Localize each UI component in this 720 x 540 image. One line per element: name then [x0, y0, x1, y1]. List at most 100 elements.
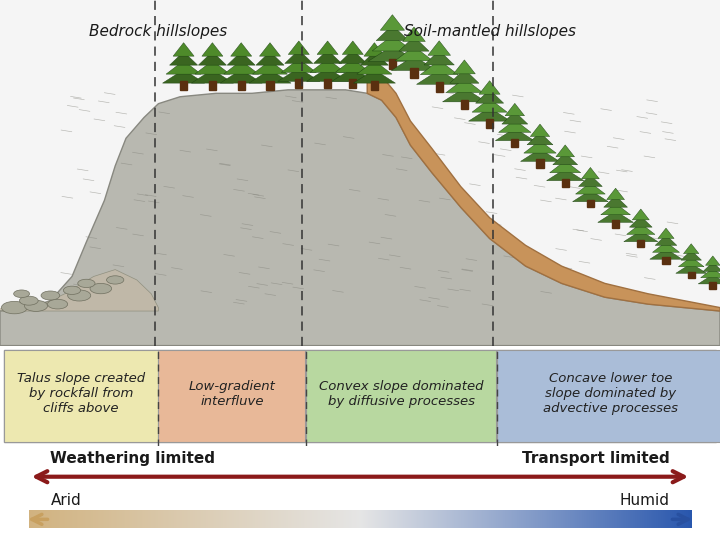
Bar	[612, 220, 619, 228]
Polygon shape	[575, 183, 606, 194]
Polygon shape	[332, 68, 374, 82]
Polygon shape	[170, 52, 197, 65]
Bar	[536, 159, 544, 167]
Polygon shape	[368, 46, 417, 62]
Polygon shape	[380, 15, 405, 30]
Polygon shape	[282, 59, 316, 72]
Bar	[637, 240, 644, 247]
Polygon shape	[317, 41, 338, 55]
Polygon shape	[572, 190, 608, 201]
Polygon shape	[288, 41, 310, 55]
Text: Transport limited: Transport limited	[522, 451, 670, 466]
Polygon shape	[505, 103, 524, 116]
Polygon shape	[202, 43, 223, 56]
Polygon shape	[650, 249, 683, 259]
Polygon shape	[195, 60, 230, 74]
Polygon shape	[472, 99, 507, 112]
Bar	[497, 349, 720, 442]
Bar	[709, 282, 716, 288]
Circle shape	[68, 290, 91, 301]
Bar	[461, 99, 468, 109]
Polygon shape	[681, 251, 701, 260]
Polygon shape	[230, 43, 252, 56]
Text: Bedrock hillslopes: Bedrock hillslopes	[89, 24, 228, 38]
Polygon shape	[521, 149, 559, 161]
Bar	[562, 179, 569, 187]
Polygon shape	[502, 112, 528, 124]
Polygon shape	[600, 204, 631, 215]
Polygon shape	[469, 107, 510, 121]
Polygon shape	[629, 216, 652, 227]
Polygon shape	[626, 224, 655, 234]
Polygon shape	[0, 269, 158, 311]
Polygon shape	[364, 43, 385, 56]
Polygon shape	[424, 50, 454, 65]
Bar	[349, 79, 356, 88]
Polygon shape	[354, 70, 395, 83]
Circle shape	[24, 300, 48, 312]
Polygon shape	[450, 69, 479, 83]
Polygon shape	[228, 52, 256, 65]
Polygon shape	[395, 46, 433, 61]
Polygon shape	[372, 36, 413, 51]
Bar	[324, 79, 331, 88]
Polygon shape	[163, 70, 204, 83]
Polygon shape	[524, 140, 556, 153]
Bar	[295, 79, 302, 88]
Polygon shape	[701, 268, 720, 278]
Circle shape	[19, 296, 38, 305]
Polygon shape	[428, 41, 451, 55]
Polygon shape	[632, 209, 649, 220]
Polygon shape	[249, 70, 291, 83]
Text: Convex slope dominated
by diffusive processes: Convex slope dominated by diffusive proc…	[319, 380, 484, 408]
Polygon shape	[166, 60, 201, 74]
Polygon shape	[531, 124, 550, 137]
Bar	[180, 81, 187, 90]
Polygon shape	[198, 52, 226, 65]
Polygon shape	[598, 211, 634, 222]
Bar	[486, 119, 493, 128]
Polygon shape	[683, 244, 699, 254]
Polygon shape	[392, 56, 436, 71]
Bar	[306, 349, 496, 442]
Polygon shape	[342, 41, 364, 55]
Polygon shape	[192, 70, 233, 83]
Polygon shape	[652, 242, 680, 252]
Circle shape	[14, 290, 30, 298]
Bar	[511, 139, 518, 147]
Polygon shape	[314, 50, 342, 63]
Text: Weathering limited: Weathering limited	[50, 451, 215, 466]
Polygon shape	[556, 145, 575, 157]
Bar	[662, 258, 670, 265]
Polygon shape	[278, 68, 320, 82]
Polygon shape	[706, 256, 720, 265]
Polygon shape	[698, 274, 720, 284]
Bar	[389, 59, 396, 69]
Bar	[410, 68, 418, 78]
Polygon shape	[527, 132, 553, 145]
Polygon shape	[399, 37, 429, 51]
Text: Concave lower toe
slope dominated by
advective processes: Concave lower toe slope dominated by adv…	[543, 372, 678, 415]
Polygon shape	[678, 257, 704, 267]
Bar	[436, 82, 443, 92]
Text: Low-gradient
interfluve: Low-gradient interfluve	[189, 380, 276, 408]
Polygon shape	[256, 52, 284, 65]
Polygon shape	[367, 69, 720, 311]
Polygon shape	[259, 43, 281, 56]
Polygon shape	[495, 128, 534, 140]
Circle shape	[1, 301, 27, 314]
Polygon shape	[420, 60, 458, 75]
Polygon shape	[479, 80, 500, 94]
Polygon shape	[285, 50, 312, 63]
Text: Humid: Humid	[620, 492, 670, 508]
Text: Talus slope created
by rockfall from
cliffs above: Talus slope created by rockfall from cli…	[17, 372, 145, 415]
Bar	[0, 308, 720, 346]
Polygon shape	[607, 188, 624, 200]
Polygon shape	[579, 175, 602, 186]
Circle shape	[107, 276, 124, 284]
Polygon shape	[361, 52, 389, 65]
Polygon shape	[549, 161, 581, 173]
Bar	[688, 272, 695, 278]
Polygon shape	[402, 27, 426, 42]
Polygon shape	[443, 88, 486, 102]
